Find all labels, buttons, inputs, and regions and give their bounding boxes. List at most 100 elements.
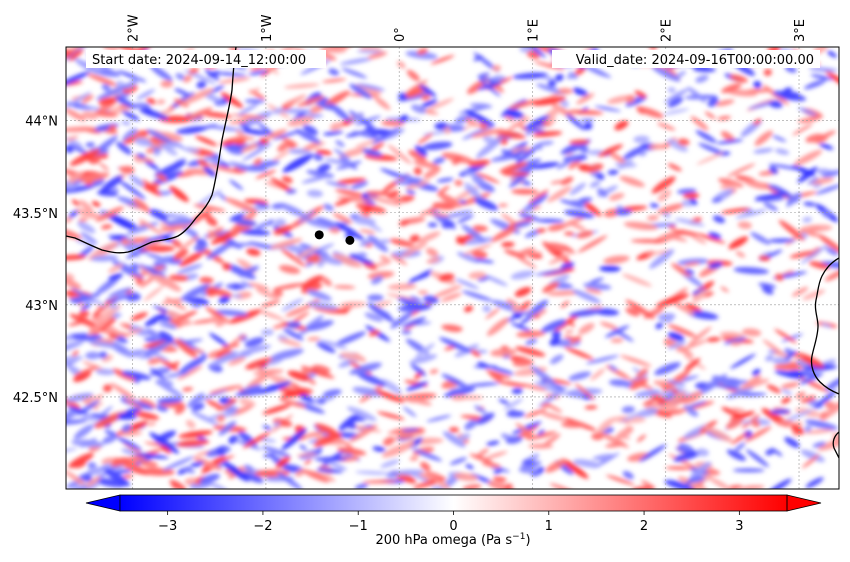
omega-cell	[244, 98, 265, 104]
omega-cell	[730, 353, 756, 369]
omega-cell	[258, 381, 292, 394]
omega-cell	[441, 373, 469, 389]
omega-cell	[168, 274, 189, 282]
omega-cell	[199, 111, 233, 119]
omega-cell	[800, 449, 825, 462]
omega-cell	[524, 408, 547, 418]
omega-cell	[339, 301, 367, 308]
omega-cell	[421, 99, 438, 108]
omega-cell	[568, 371, 592, 381]
omega-cell	[108, 273, 123, 281]
omega-cell	[506, 110, 524, 119]
omega-cell	[284, 94, 307, 107]
valid-date-box	[552, 50, 820, 68]
omega-cell	[520, 247, 536, 255]
omega-cell	[301, 367, 313, 375]
omega-cell	[772, 135, 787, 142]
lat-tick-label: 44°N	[25, 115, 58, 130]
omega-cell	[120, 166, 135, 175]
omega-cell	[735, 250, 746, 258]
omega-cell	[674, 386, 690, 394]
valid-date-label: Valid_date: 2024-09-16T00:00:00.00	[576, 53, 814, 68]
omega-cell	[413, 448, 443, 462]
omega-cell	[103, 66, 113, 73]
omega-cell	[405, 50, 438, 60]
omega-field	[66, 47, 839, 489]
omega-cell	[287, 370, 311, 382]
omega-cell	[173, 248, 189, 261]
omega-cell	[409, 234, 421, 243]
point-marker-2	[345, 235, 355, 245]
omega-cell	[205, 399, 224, 410]
omega-cell	[729, 411, 755, 421]
omega-cell	[753, 118, 762, 125]
omega-cell	[80, 232, 98, 245]
omega-cell	[182, 387, 194, 392]
omega-cell	[793, 149, 823, 166]
omega-cell	[336, 447, 367, 456]
omega-cell	[241, 142, 273, 162]
colorbar-min-extend	[85, 494, 121, 512]
omega-cell	[507, 116, 531, 131]
omega-cell	[506, 409, 516, 416]
omega-cell	[270, 177, 294, 193]
omega-cell	[695, 233, 726, 244]
omega-cell	[130, 312, 148, 321]
omega-cell	[798, 107, 817, 116]
omega-cell	[423, 295, 439, 304]
omega-cell	[387, 144, 412, 165]
omega-cell	[805, 477, 824, 489]
omega-cell	[511, 421, 542, 435]
omega-cell	[66, 469, 90, 489]
omega-cell	[588, 277, 604, 284]
omega-cell	[805, 419, 838, 430]
omega-cell	[608, 192, 625, 201]
omega-cell	[298, 210, 315, 224]
map-panel	[65, 46, 840, 490]
omega-cell	[765, 354, 774, 362]
omega-cell	[272, 129, 303, 140]
omega-cell	[648, 143, 667, 150]
omega-cell	[753, 81, 762, 89]
omega-cell	[563, 231, 575, 236]
omega-cell	[183, 467, 196, 474]
omega-cell	[73, 370, 92, 383]
omega-cell	[691, 476, 706, 483]
omega-cell	[478, 78, 501, 97]
omega-cell	[301, 173, 333, 184]
omega-cell	[90, 255, 119, 262]
omega-cell	[319, 255, 343, 266]
omega-cell	[284, 83, 320, 89]
omega-cell	[172, 92, 195, 108]
omega-cell	[93, 111, 118, 118]
omega-cell	[265, 129, 287, 140]
omega-cell	[85, 142, 95, 147]
omega-cell	[69, 297, 90, 303]
omega-cell	[239, 398, 256, 407]
omega-cell	[515, 255, 537, 269]
omega-cell	[766, 384, 781, 394]
omega-cell	[397, 61, 406, 69]
omega-cell	[452, 156, 462, 165]
omega-cell	[700, 373, 728, 395]
omega-cell	[625, 307, 640, 317]
omega-cell	[67, 405, 89, 415]
omega-cell	[123, 323, 133, 330]
omega-cell	[490, 348, 517, 357]
omega-cell	[800, 395, 816, 404]
omega-cell	[282, 153, 314, 173]
omega-cell	[500, 381, 528, 388]
omega-cell	[789, 250, 817, 259]
omega-cell	[78, 217, 88, 222]
omega-cell	[522, 458, 535, 466]
omega-cell	[777, 420, 794, 426]
omega-cell	[729, 74, 748, 83]
omega-cell	[532, 131, 563, 137]
omega-cell	[607, 169, 619, 175]
omega-cell	[737, 221, 752, 229]
omega-cell	[708, 262, 723, 269]
omega-cell	[334, 331, 367, 347]
omega-cell	[306, 289, 332, 301]
omega-cell	[336, 196, 371, 202]
omega-cell	[493, 468, 503, 474]
